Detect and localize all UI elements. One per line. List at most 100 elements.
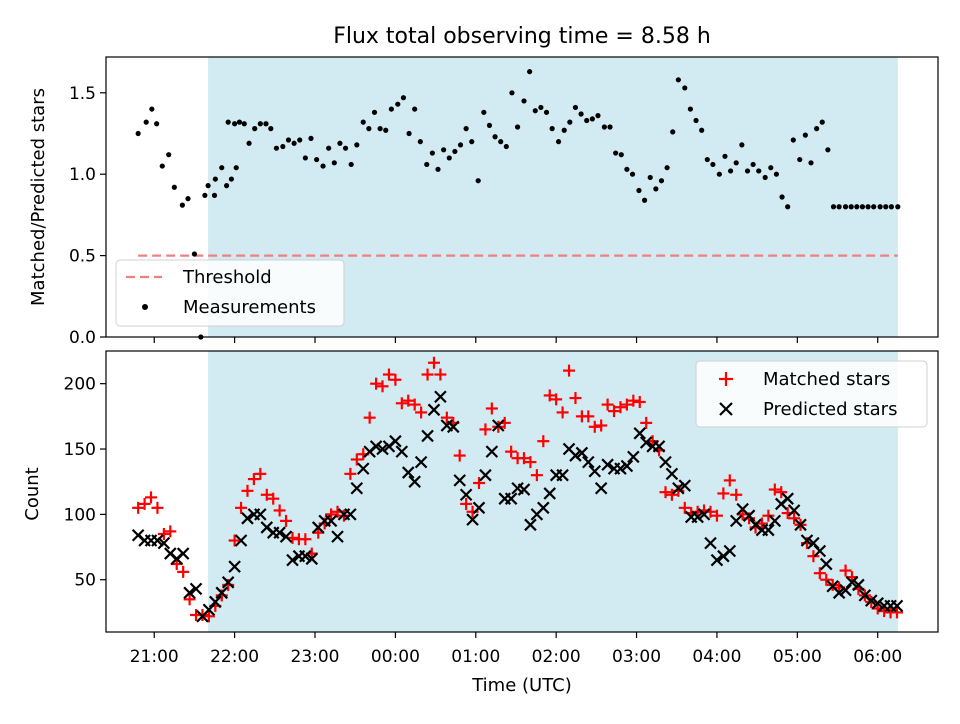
predicted-star-b — [215, 586, 229, 600]
predicted-star-b — [344, 508, 357, 521]
matched-star-point — [267, 492, 280, 505]
predicted-star-point — [254, 508, 267, 521]
matched-star-point — [202, 610, 215, 623]
bottom-x-tick-label: 04:00 — [692, 647, 741, 667]
measurement-point — [273, 145, 280, 151]
predicted-star-point — [479, 468, 492, 482]
predicted-star-point — [241, 512, 254, 525]
measurement-point — [268, 126, 274, 132]
measurement-point — [561, 127, 567, 133]
measurement-point — [527, 69, 533, 75]
predicted-legend-label: Predicted stars — [763, 399, 897, 420]
predicted-star-point — [427, 403, 441, 417]
predicted-star-b — [511, 481, 524, 495]
bottom-x-tick-label: 06:00 — [853, 647, 902, 667]
measurement-point — [779, 194, 785, 200]
measurement-point — [532, 108, 538, 114]
measurement-point — [675, 77, 681, 83]
measurement-point — [463, 126, 469, 132]
measurement-point — [836, 204, 842, 210]
measurement-point — [658, 178, 665, 184]
measurement-point — [135, 130, 141, 137]
predicted-star-b — [279, 530, 293, 543]
predicted-star-b — [221, 576, 235, 589]
predicted-star-b — [524, 518, 537, 532]
measurement-point — [232, 121, 238, 127]
predicted-star-b — [395, 445, 409, 458]
predicted-star-b — [164, 547, 177, 560]
measurement-point — [223, 183, 230, 189]
measurement-point — [366, 126, 372, 132]
predicted-star-point — [594, 481, 608, 495]
matched-star-point — [582, 410, 595, 423]
top-axes-frame — [105, 56, 939, 338]
predicted-star-b — [466, 513, 479, 526]
predicted-star-point — [652, 440, 666, 453]
matched-star-point — [614, 401, 627, 414]
predicted-star-b — [768, 514, 782, 528]
measurement-point — [492, 134, 498, 140]
matched-star-point — [389, 373, 402, 386]
predicted-star-b — [479, 468, 492, 482]
measurement-point — [202, 192, 208, 198]
matched-stars-points — [132, 356, 904, 623]
measurement-point — [624, 166, 630, 172]
predicted-star-point — [665, 467, 679, 481]
predicted-star-point — [865, 594, 878, 607]
matched-star-point — [775, 486, 788, 499]
measurement-point — [854, 204, 860, 210]
predicted-star-b — [633, 427, 647, 440]
matched-star-point — [415, 406, 428, 419]
top-y-axis-label: Matched/Predicted stars — [28, 88, 49, 306]
matched-star-point — [807, 550, 820, 563]
predicted-star-b — [639, 436, 653, 449]
measurement-point — [285, 137, 292, 143]
predicted-star-point — [215, 586, 229, 600]
matched-star-point — [325, 508, 338, 521]
matched-star-point — [537, 435, 550, 448]
predicted-star-point — [845, 576, 859, 589]
predicted-star-point — [871, 596, 884, 610]
measurement-point — [371, 109, 378, 115]
predicted-star-b — [742, 509, 756, 522]
measurement-point — [629, 171, 636, 177]
matched-star-point — [891, 606, 904, 619]
predicted-star-b — [492, 419, 505, 432]
predicted-star-b — [826, 579, 839, 593]
bottom-x-tick-label: 01:00 — [451, 647, 500, 667]
measurement-point — [435, 166, 441, 172]
predicted-star-b — [691, 510, 704, 524]
measurement-point — [205, 183, 211, 189]
measurement-point — [613, 150, 619, 156]
measurement-point — [589, 116, 595, 122]
predicted-star-point — [543, 487, 557, 500]
matched-star-point — [254, 467, 267, 480]
measurement-point — [859, 204, 866, 210]
predicted-star-b — [704, 536, 717, 550]
matched-star-point — [505, 445, 518, 458]
predicted-star-point — [234, 534, 248, 547]
predicted-star-b — [614, 462, 627, 475]
predicted-star-point — [344, 508, 357, 521]
measurement-point — [549, 126, 555, 132]
predicted-star-b — [131, 529, 145, 542]
measurement-point — [360, 119, 366, 125]
matched-star-point — [453, 449, 466, 462]
predicted-star-b — [562, 442, 576, 456]
predicted-star-point — [601, 458, 614, 471]
predicted-star-point — [620, 459, 634, 473]
top-legend: Threshold Measurements — [115, 259, 345, 327]
matched-star-point — [820, 573, 833, 586]
predicted-star-point — [614, 462, 627, 475]
measurement-point — [578, 111, 584, 117]
measurement-point — [412, 106, 418, 112]
bottom-x-ticks: 21:00 22:00 23:00 00:00 01:00 02:00 03:00 04:00… — [130, 632, 902, 667]
predicted-star-point — [305, 552, 319, 566]
measurement-point — [744, 168, 751, 174]
measurement-point — [521, 98, 527, 104]
matched-star-point — [402, 394, 415, 407]
measurement-point — [693, 117, 699, 124]
measurement-point — [212, 176, 218, 182]
predicted-star-point — [389, 434, 402, 448]
measurement-point — [704, 156, 710, 163]
